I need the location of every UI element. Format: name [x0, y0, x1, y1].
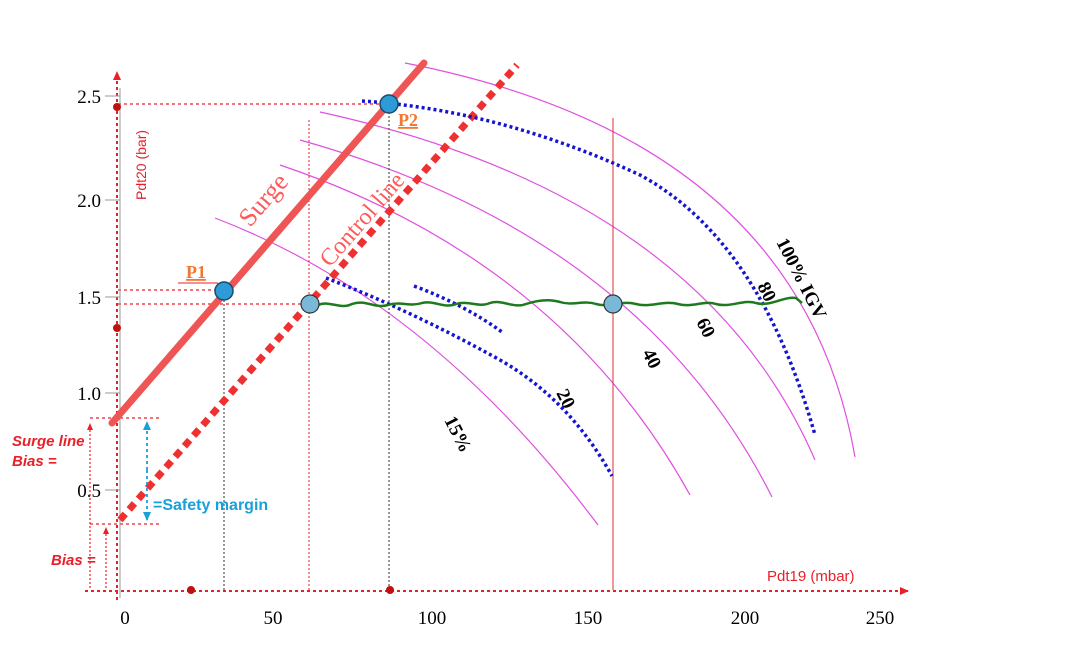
operating-line — [317, 296, 803, 308]
igv-curve-20-lower — [560, 440, 612, 476]
y-tick-label: 1.5 — [77, 288, 101, 309]
p1-label: P1 — [186, 262, 206, 282]
speed-arc — [319, 111, 816, 461]
surge-bias-label: Bias = — [12, 453, 57, 470]
x-tick-label: 250 — [866, 608, 895, 629]
curve-label-60: 60 — [692, 315, 719, 341]
x-tick-label: 200 — [731, 608, 760, 629]
y-tick-label: 0.5 — [77, 481, 101, 502]
y-tick-label: 1.0 — [77, 384, 101, 405]
y-tick-label: 2.5 — [77, 87, 101, 108]
x-tick-labels: 0 50 100 150 200 250 — [120, 608, 894, 629]
axes — [85, 71, 909, 600]
y-axis-marker — [113, 324, 121, 332]
safety-margin-label: =Safety margin — [153, 497, 268, 514]
curve-label-20: 20 — [552, 386, 579, 412]
speed-arc — [404, 62, 856, 458]
y-tick-label: 2.0 — [77, 191, 101, 212]
x-axis-marker — [187, 586, 195, 594]
bias-label: Bias = — [51, 552, 96, 569]
curve-label-100-igv: 100% IGV — [772, 235, 831, 323]
point-operating-left — [300, 294, 320, 314]
speed-arc — [279, 164, 691, 496]
x-axis-marker — [386, 586, 394, 594]
point-p2 — [379, 94, 399, 114]
y-axis-label: Pdt20 (bar) — [133, 130, 149, 200]
y-axis-marker — [113, 103, 121, 111]
y-tick-labels: 2.5 2.0 1.5 1.0 0.5 — [77, 87, 101, 502]
p2-label: P2 — [398, 110, 418, 130]
surge-line — [108, 59, 428, 427]
speed-arcs — [214, 62, 856, 526]
x-tick-label: 0 — [120, 608, 130, 629]
surge-bias-label: Surge line — [12, 433, 85, 450]
x-tick-label: 50 — [264, 608, 283, 629]
point-p1 — [214, 281, 234, 301]
igv-curve-20 — [325, 276, 614, 477]
x-axis-label: Pdt19 (mbar) — [767, 568, 855, 585]
curve-label-40: 40 — [638, 346, 665, 372]
control-line — [117, 62, 520, 523]
igv-curve-100 — [361, 99, 817, 436]
speed-arc — [214, 217, 599, 526]
curve-label-15: 15% — [440, 413, 476, 456]
x-tick-label: 100 — [418, 608, 447, 629]
x-tick-label: 150 — [574, 608, 603, 629]
speed-arc — [299, 139, 773, 498]
point-operating-right — [603, 294, 623, 314]
igv-curve-15 — [413, 284, 504, 334]
